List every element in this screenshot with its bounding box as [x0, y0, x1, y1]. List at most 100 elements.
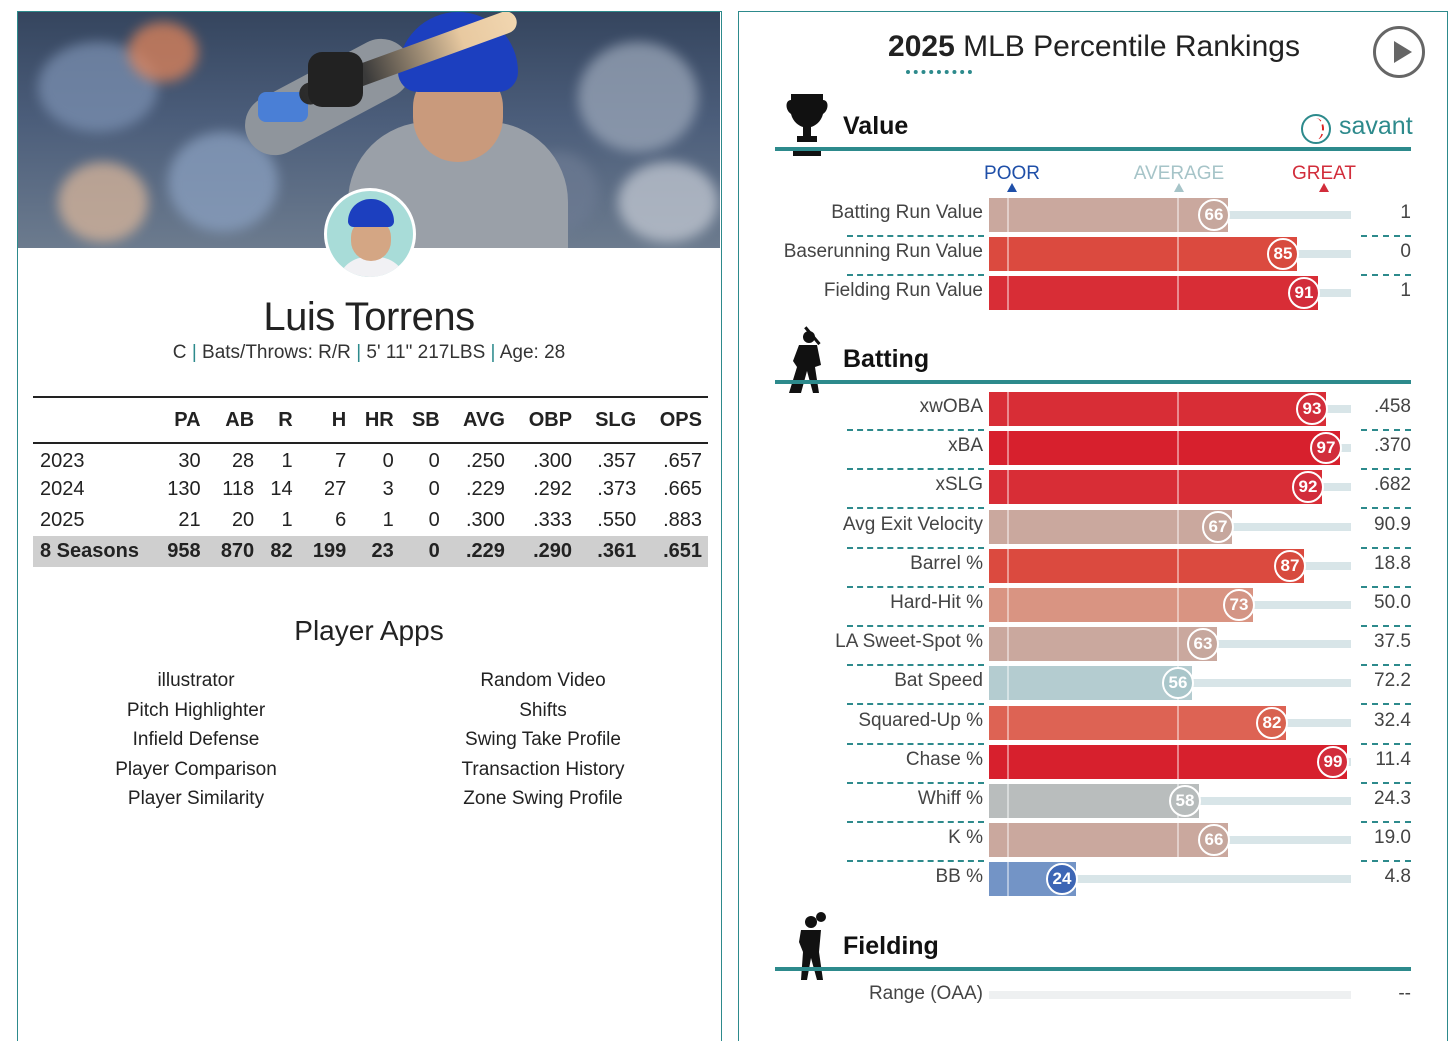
row-divider [847, 546, 984, 549]
stat-cell: 0 [428, 509, 440, 531]
metric-row[interactable]: Squared-Up % 82 32.4 [739, 705, 1449, 745]
metric-row[interactable]: Barrel % 87 18.8 [739, 548, 1449, 588]
stat-cell: .373 [597, 478, 637, 500]
percentile-rankings-card: 2025 MLB Percentile Rankings savant POOR… [738, 11, 1448, 1041]
stat-cell: 130 [167, 478, 201, 500]
metric-row[interactable]: Avg Exit Velocity 67 90.9 [739, 509, 1449, 549]
player-bats-throws: Bats/Throws: R/R [202, 342, 351, 363]
stat-cell: 199 [312, 540, 347, 562]
metric-label: Hard-Hit % [890, 592, 983, 613]
percentile-track: 73 [989, 588, 1351, 622]
percentile-bar [989, 744, 1347, 779]
app-link-swing-take-profile[interactable]: Swing Take Profile [465, 729, 621, 750]
app-link-player-comparison[interactable]: Player Comparison [115, 758, 277, 780]
percentile-track: 24 [989, 862, 1351, 897]
metric-row[interactable]: xSLG 92 .682 [739, 470, 1449, 510]
percentile-badge: 73 [1223, 589, 1255, 621]
stat-cell: .290 [533, 540, 573, 562]
metric-row[interactable]: Hard-Hit % 73 50.0 [739, 588, 1449, 627]
metric-row[interactable]: K % 66 19.0 [739, 823, 1449, 863]
metric-label: Fielding Run Value [823, 280, 983, 302]
metric-row[interactable]: Whiff % 58 24.3 [739, 784, 1449, 823]
section-title: Batting [843, 345, 930, 373]
percentile-bar [989, 588, 1253, 622]
legend-average: AVERAGE [1129, 163, 1229, 192]
percentile-bar [989, 470, 1322, 505]
metric-value: -- [1398, 983, 1411, 1004]
app-link-pitch-highlighter[interactable]: Pitch Highlighter [126, 699, 266, 721]
arrow-up-icon [1319, 183, 1329, 192]
player-apps-title: Player Apps [294, 615, 444, 646]
metric-row[interactable]: BB % 24 4.8 [739, 862, 1449, 897]
row-divider [847, 625, 984, 627]
player-bio: C | Bats/Throws: R/R | 5' 11" 217LBS | A… [18, 342, 720, 364]
metric-row[interactable]: Chase % 99 11.4 [739, 744, 1449, 784]
percentile-remainder [1192, 679, 1351, 688]
app-link-transaction-history[interactable]: Transaction History [461, 758, 625, 780]
percentile-track: 92 [989, 470, 1351, 505]
column-header: OPS [659, 408, 702, 431]
legend-great-label: GREAT [1291, 163, 1357, 184]
metric-value: 24.3 [1374, 788, 1411, 809]
percentile-remainder [1232, 522, 1351, 531]
percentile-badge: 87 [1274, 549, 1306, 582]
metric-label: xSLG [935, 474, 983, 496]
metric-value: 50.0 [1374, 592, 1411, 613]
stat-cell: 118 [222, 478, 255, 500]
player-name: Luis Torrens [263, 295, 475, 339]
metric-value: 72.2 [1374, 670, 1411, 692]
row-divider [1361, 274, 1411, 277]
metric-row[interactable]: Fielding Run Value 91 1 [739, 276, 1449, 311]
app-link-random-video[interactable]: Random Video [480, 670, 606, 691]
metric-row[interactable]: LA Sweet-Spot % 63 37.5 [739, 627, 1449, 667]
app-link-player-similarity[interactable]: Player Similarity [127, 788, 265, 809]
metric-row[interactable]: Range (OAA) -- [739, 979, 1449, 1013]
metric-label: K % [948, 827, 983, 849]
stats-table: PA AB R H HR SB AVG OBP SLG OPS 2023 30 28… [33, 396, 708, 567]
app-link-zone-swing-profile[interactable]: Zone Swing Profile [463, 788, 623, 809]
percentile-bar [989, 509, 1232, 544]
metric-row[interactable]: Batting Run Value 66 1 [739, 198, 1449, 237]
percentile-bar [989, 627, 1217, 662]
app-link-shifts[interactable]: Shifts [519, 699, 567, 721]
app-link-infield-defense[interactable]: Infield Defense [132, 729, 260, 750]
savant-logo[interactable]: savant [1339, 112, 1413, 140]
stat-cell: 14 [270, 478, 293, 500]
play-icon[interactable] [1373, 26, 1425, 78]
percentile-track: 91 [989, 276, 1351, 311]
player-height-weight: 5' 11" 217LBS [366, 342, 486, 363]
row-divider [1361, 860, 1411, 863]
metric-row[interactable]: xBA 97 .370 [739, 431, 1449, 471]
percentile-badge: 93 [1296, 393, 1328, 425]
row-divider [847, 821, 984, 823]
benchmark-tick [1177, 509, 1179, 544]
percentile-track: 97 [989, 431, 1351, 466]
stat-cell: 23 [371, 540, 394, 562]
stat-cell: 82 [270, 540, 293, 562]
stat-cell: 1 [382, 509, 394, 531]
row-divider [847, 429, 984, 431]
percentile-bar [989, 823, 1228, 858]
row-divider [1361, 703, 1411, 706]
metric-row[interactable]: Bat Speed 56 72.2 [739, 666, 1449, 706]
year-selector-underline[interactable] [906, 70, 972, 74]
app-link-illustrator[interactable]: illustrator [157, 670, 235, 691]
stat-cell: 0 [428, 540, 440, 562]
player-position: C [172, 342, 187, 363]
metric-row[interactable]: xwOBA 93 .458 [739, 392, 1449, 431]
percentile-track: 85 [989, 237, 1351, 272]
percentile-badge: 91 [1288, 277, 1320, 310]
benchmark-tick [1177, 627, 1179, 662]
player-apps-left: illustrator Pitch Highlighter Infield De… [46, 666, 346, 814]
benchmark-tick [1177, 823, 1179, 858]
percentile-remainder [1340, 444, 1351, 453]
metric-value: 19.0 [1374, 827, 1411, 849]
stats-header-row: PA AB R H HR SB AVG OBP SLG OPS [33, 397, 708, 443]
metric-label: Squared-Up % [858, 709, 983, 731]
stat-cell: 1 [281, 449, 293, 472]
metric-row[interactable]: Baserunning Run Value 85 0 [739, 237, 1449, 277]
percentile-remainder [1347, 757, 1351, 766]
column-header: SB [411, 408, 440, 431]
row-divider [1361, 235, 1411, 237]
table-row: 2023 30 28 1 7 0 0 .250 .300 .357 .657 [33, 443, 708, 474]
